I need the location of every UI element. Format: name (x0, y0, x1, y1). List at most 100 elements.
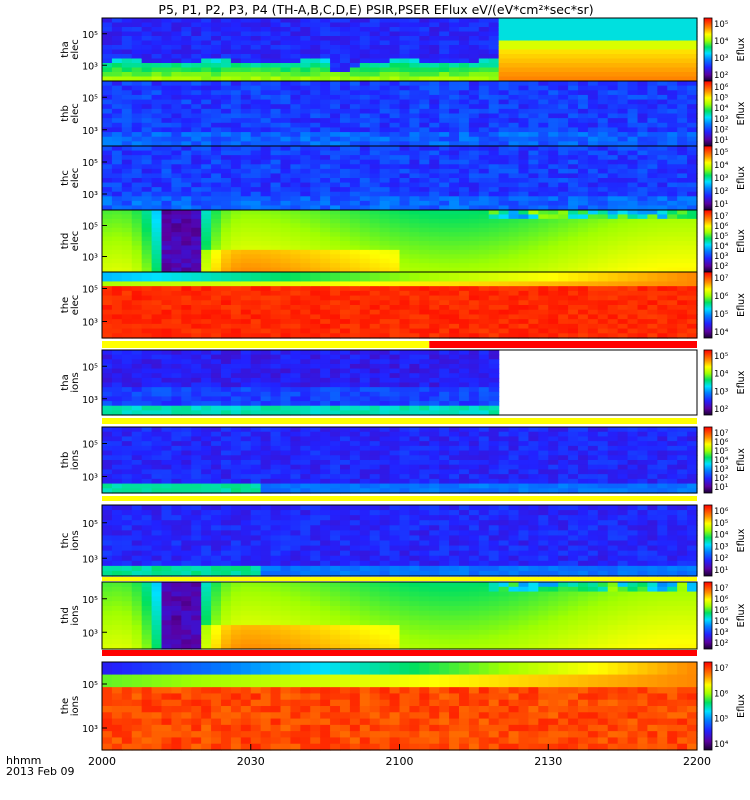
heatmap-cell (439, 382, 450, 388)
heatmap-cell (637, 141, 649, 147)
heatmap-cell (607, 72, 619, 78)
heatmap-cell (409, 218, 420, 224)
heatmap-cell (181, 427, 192, 433)
heatmap-cell (330, 214, 341, 220)
heatmap-cell (399, 300, 411, 306)
heatmap-cell (389, 258, 401, 264)
heatmap-cell (290, 118, 301, 124)
heatmap-cell (647, 72, 658, 78)
heatmap-cell (389, 150, 401, 156)
heatmap-cell (389, 227, 401, 233)
heatmap-cell (240, 410, 252, 416)
heatmap-cell (250, 155, 262, 161)
heatmap-cell (121, 254, 133, 260)
heatmap-cell (221, 223, 232, 229)
heatmap-cell (250, 214, 262, 220)
heatmap-cell (181, 18, 192, 24)
heatmap-cell (141, 350, 153, 356)
heatmap-cell (270, 232, 282, 238)
heatmap-cell (488, 159, 500, 165)
heatmap-cell (439, 94, 450, 101)
heatmap-cell (607, 132, 619, 138)
heatmap-cell (468, 85, 480, 91)
heatmap-cell (637, 333, 649, 339)
heatmap-cell (568, 168, 579, 175)
heatmap-cell (330, 196, 341, 202)
heatmap-cell (449, 182, 460, 188)
heatmap-cell (359, 286, 371, 292)
heatmap-cell (578, 31, 589, 37)
heatmap-cell (320, 187, 331, 193)
panel-ytick-label: 10⁵ (82, 362, 98, 373)
heatmap-cell (677, 290, 688, 297)
heatmap-cell (677, 173, 688, 179)
heatmap-cell (677, 49, 688, 55)
heatmap-cell (349, 146, 361, 152)
colorbar-tick-label: 10⁵ (714, 310, 728, 320)
heatmap-cell (151, 314, 163, 320)
heatmap-cell (478, 31, 490, 37)
heatmap-cell (528, 45, 539, 51)
heatmap-cell (320, 81, 331, 87)
heatmap-cell (439, 249, 450, 255)
heatmap-cell (657, 58, 668, 64)
heatmap-cell (528, 333, 539, 339)
heatmap-cell (607, 159, 619, 165)
heatmap-cell (221, 396, 232, 402)
heatmap-cell (558, 22, 569, 28)
heatmap-cell (468, 295, 480, 301)
heatmap-cell (449, 54, 460, 60)
heatmap-cell (429, 405, 440, 411)
heatmap-cell (201, 36, 212, 42)
heatmap-cell (221, 236, 232, 242)
heatmap-cell (449, 132, 460, 138)
heatmap-cell (508, 263, 520, 269)
heatmap-cell (151, 436, 163, 442)
heatmap-cell (498, 168, 510, 175)
heatmap-cell (280, 241, 292, 247)
heatmap-cell (538, 333, 549, 339)
heatmap-cell (687, 258, 698, 264)
heatmap-cell (409, 267, 420, 273)
heatmap-cell (548, 94, 559, 101)
heatmap-cell (449, 382, 460, 388)
heatmap-cell (439, 410, 450, 416)
heatmap-cell (111, 113, 123, 119)
heatmap-cell (677, 272, 688, 278)
heatmap-cell (260, 18, 272, 24)
heatmap-cell (102, 319, 113, 325)
heatmap-cell (439, 63, 450, 69)
heatmap-cell (379, 210, 391, 216)
heatmap-cell (320, 314, 331, 320)
heatmap-cell (687, 122, 698, 129)
heatmap-cell (121, 401, 133, 407)
heatmap-cell (240, 191, 252, 197)
heatmap-cell (657, 196, 668, 202)
heatmap-cell (439, 164, 450, 170)
heatmap-cell (468, 122, 480, 129)
heatmap-cell (201, 227, 212, 233)
heatmap-cell (141, 387, 153, 393)
heatmap-cell (558, 196, 569, 202)
heatmap-cell (647, 173, 658, 179)
heatmap-cell (280, 272, 292, 278)
heatmap-cell (141, 205, 153, 211)
heatmap-cell (369, 49, 381, 55)
heatmap-cell (340, 300, 351, 306)
heatmap-cell (250, 49, 262, 55)
heatmap-cell (250, 85, 262, 91)
heatmap-cell (647, 314, 658, 320)
heatmap-cell (369, 359, 381, 365)
heatmap-cell (221, 319, 232, 325)
heatmap-cell (528, 127, 539, 133)
heatmap-cell (548, 210, 559, 216)
heatmap-cell (419, 272, 430, 278)
heatmap-cell (320, 227, 331, 233)
heatmap-cell (667, 309, 678, 316)
heatmap-cell (607, 99, 619, 105)
heatmap-cell (597, 72, 609, 78)
heatmap-cell (548, 254, 559, 260)
heatmap-cell (449, 63, 460, 69)
heatmap-cell (647, 113, 658, 119)
heatmap-cell (637, 36, 649, 42)
